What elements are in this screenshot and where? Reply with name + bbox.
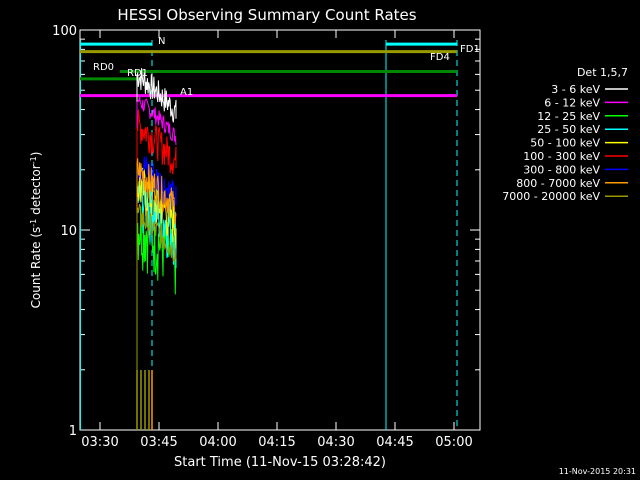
legend-label-8: 7000 - 20000 keV	[502, 190, 600, 203]
legend-label-2: 12 - 25 keV	[537, 110, 600, 123]
x-tick-label-3: 04:15	[258, 435, 295, 450]
x-tick-label-2: 04:00	[199, 435, 236, 450]
series-line-0	[136, 68, 177, 430]
y-tick-label-1: 10	[60, 224, 77, 239]
flag-label-a1: A1	[180, 87, 193, 98]
legend-label-6: 300 - 800 keV	[523, 163, 600, 176]
ylabel-mid: detector	[29, 164, 43, 219]
y-axis-label: Count Rate (s-1 detector-1)	[29, 152, 44, 309]
footer-timestamp: 11-Nov-2015 20:31	[559, 467, 636, 476]
x-tick-label-1: 03:45	[140, 435, 177, 450]
legend-label-7: 800 - 7000 keV	[516, 177, 600, 190]
series-line-2	[136, 206, 177, 430]
ylabel-sup2: -1	[29, 156, 38, 164]
flag-label-n: N	[158, 36, 165, 47]
svg-text:Count Rate (s-1 detector-1): Count Rate (s-1 detector-1)	[29, 152, 44, 309]
flag-label-rd0: RD0	[93, 62, 114, 73]
series-line-1	[136, 95, 177, 430]
series-line-8	[136, 203, 177, 430]
legend-label-3: 25 - 50 keV	[537, 123, 600, 136]
x-tick-label-5: 04:45	[376, 435, 413, 450]
series-line-7	[136, 158, 177, 430]
ylabel-sup1: -1	[29, 219, 38, 227]
series-line-5	[136, 109, 177, 430]
x-tick-label-6: 05:00	[435, 435, 472, 450]
legend-label-0: 3 - 6 keV	[551, 83, 600, 96]
legend-label-5: 100 - 300 keV	[523, 150, 600, 163]
x-tick-label-0: 03:30	[81, 435, 118, 450]
axis-ticks: 100 10 1 03:30 03:45 04:00 04:15 04:30 04:45 05:0…	[52, 24, 480, 450]
y-tick-label-2: 1	[69, 424, 77, 439]
flag-label-fd4: FD4	[430, 52, 450, 63]
x-tick-label-4: 04:30	[317, 435, 354, 450]
flag-label-fd1: FD1	[460, 44, 480, 55]
legend-label-1: 6 - 12 keV	[544, 96, 600, 109]
x-axis-label: Start Time (11-Nov-15 03:28:42)	[174, 455, 386, 470]
legend-label-4: 50 - 100 keV	[530, 137, 600, 150]
ylabel-main: Count Rate (s	[29, 227, 43, 309]
series-lines	[136, 68, 177, 430]
ylabel-end: )	[29, 152, 43, 157]
y-tick-label-0: 100	[52, 24, 77, 39]
legend-title: Det 1,5,7	[577, 66, 628, 79]
chart-title: HESSI Observing Summary Count Rates	[117, 6, 416, 24]
